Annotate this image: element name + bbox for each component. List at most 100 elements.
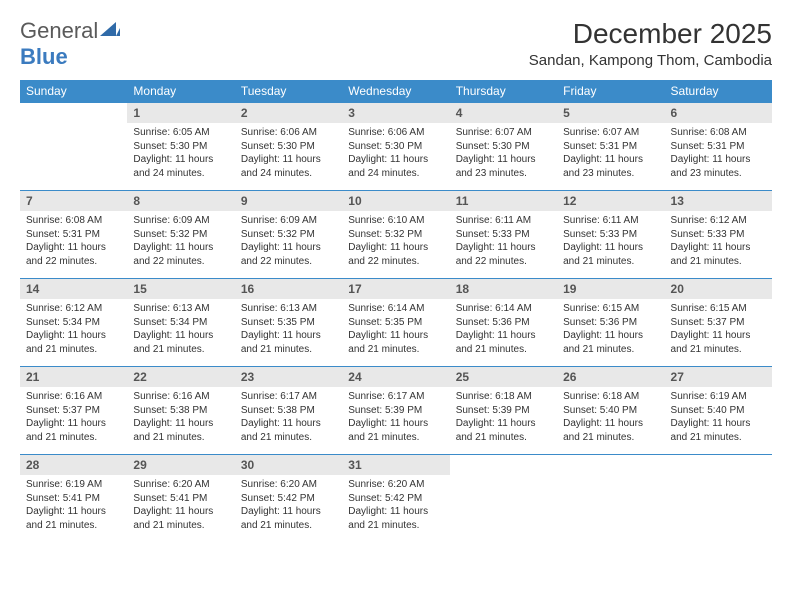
daylight-text: Daylight: 11 hours and 23 minutes. [563,153,658,180]
daylight-text: Daylight: 11 hours and 22 minutes. [456,241,551,268]
calendar-week-row: 14Sunrise: 6:12 AMSunset: 5:34 PMDayligh… [20,278,772,366]
sunset-text: Sunset: 5:42 PM [241,492,336,506]
day-body: Sunrise: 6:13 AMSunset: 5:34 PMDaylight:… [127,299,234,362]
day-number: 7 [20,190,127,211]
calendar-day-cell [20,102,127,190]
day-body: Sunrise: 6:12 AMSunset: 5:33 PMDaylight:… [665,211,772,274]
day-body: Sunrise: 6:20 AMSunset: 5:41 PMDaylight:… [127,475,234,538]
calendar-day-cell: 1Sunrise: 6:05 AMSunset: 5:30 PMDaylight… [127,102,234,190]
sunrise-text: Sunrise: 6:17 AM [348,390,443,404]
header: General Blue December 2025 Sandan, Kampo… [20,18,772,70]
day-number: 31 [342,454,449,475]
day-body: Sunrise: 6:08 AMSunset: 5:31 PMDaylight:… [20,211,127,274]
sunrise-text: Sunrise: 6:11 AM [456,214,551,228]
sunset-text: Sunset: 5:32 PM [241,228,336,242]
sunrise-text: Sunrise: 6:11 AM [563,214,658,228]
daylight-text: Daylight: 11 hours and 23 minutes. [456,153,551,180]
daylight-text: Daylight: 11 hours and 21 minutes. [26,417,121,444]
calendar-day-cell: 27Sunrise: 6:19 AMSunset: 5:40 PMDayligh… [665,366,772,454]
calendar-day-cell: 2Sunrise: 6:06 AMSunset: 5:30 PMDaylight… [235,102,342,190]
day-body: Sunrise: 6:20 AMSunset: 5:42 PMDaylight:… [235,475,342,538]
sunset-text: Sunset: 5:38 PM [241,404,336,418]
day-number: 28 [20,454,127,475]
day-number [665,454,772,475]
calendar-day-cell: 14Sunrise: 6:12 AMSunset: 5:34 PMDayligh… [20,278,127,366]
calendar-day-cell: 5Sunrise: 6:07 AMSunset: 5:31 PMDaylight… [557,102,664,190]
sunrise-text: Sunrise: 6:20 AM [348,478,443,492]
day-number: 11 [450,190,557,211]
sunset-text: Sunset: 5:32 PM [348,228,443,242]
day-number: 27 [665,366,772,387]
sunset-text: Sunset: 5:42 PM [348,492,443,506]
sunrise-text: Sunrise: 6:06 AM [348,126,443,140]
calendar-week-row: 1Sunrise: 6:05 AMSunset: 5:30 PMDaylight… [20,102,772,190]
calendar-day-cell [665,454,772,542]
sunset-text: Sunset: 5:31 PM [563,140,658,154]
day-number: 21 [20,366,127,387]
calendar-day-cell: 13Sunrise: 6:12 AMSunset: 5:33 PMDayligh… [665,190,772,278]
day-number: 14 [20,278,127,299]
day-body: Sunrise: 6:11 AMSunset: 5:33 PMDaylight:… [557,211,664,274]
sunrise-text: Sunrise: 6:14 AM [348,302,443,316]
sunset-text: Sunset: 5:38 PM [133,404,228,418]
sunset-text: Sunset: 5:33 PM [671,228,766,242]
calendar-day-cell: 15Sunrise: 6:13 AMSunset: 5:34 PMDayligh… [127,278,234,366]
daylight-text: Daylight: 11 hours and 21 minutes. [241,417,336,444]
calendar-body: 1Sunrise: 6:05 AMSunset: 5:30 PMDaylight… [20,102,772,542]
day-body: Sunrise: 6:20 AMSunset: 5:42 PMDaylight:… [342,475,449,538]
calendar-day-cell: 21Sunrise: 6:16 AMSunset: 5:37 PMDayligh… [20,366,127,454]
daylight-text: Daylight: 11 hours and 23 minutes. [671,153,766,180]
page-title: December 2025 [529,18,772,50]
sunrise-text: Sunrise: 6:15 AM [671,302,766,316]
daylight-text: Daylight: 11 hours and 21 minutes. [456,417,551,444]
sunrise-text: Sunrise: 6:09 AM [241,214,336,228]
daylight-text: Daylight: 11 hours and 22 minutes. [26,241,121,268]
sunset-text: Sunset: 5:41 PM [26,492,121,506]
day-number [450,454,557,475]
calendar-table: Sunday Monday Tuesday Wednesday Thursday… [20,80,772,542]
day-body: Sunrise: 6:19 AMSunset: 5:41 PMDaylight:… [20,475,127,538]
daylight-text: Daylight: 11 hours and 22 minutes. [133,241,228,268]
sunrise-text: Sunrise: 6:10 AM [348,214,443,228]
calendar-week-row: 21Sunrise: 6:16 AMSunset: 5:37 PMDayligh… [20,366,772,454]
sunrise-text: Sunrise: 6:08 AM [671,126,766,140]
logo-text: General Blue [20,18,120,70]
sunrise-text: Sunrise: 6:17 AM [241,390,336,404]
day-body: Sunrise: 6:06 AMSunset: 5:30 PMDaylight:… [235,123,342,186]
daylight-text: Daylight: 11 hours and 21 minutes. [241,329,336,356]
sunset-text: Sunset: 5:31 PM [26,228,121,242]
sunrise-text: Sunrise: 6:12 AM [26,302,121,316]
day-body: Sunrise: 6:17 AMSunset: 5:38 PMDaylight:… [235,387,342,450]
daylight-text: Daylight: 11 hours and 21 minutes. [671,241,766,268]
day-body: Sunrise: 6:14 AMSunset: 5:35 PMDaylight:… [342,299,449,362]
weekday-header: Tuesday [235,80,342,102]
daylight-text: Daylight: 11 hours and 21 minutes. [133,417,228,444]
daylight-text: Daylight: 11 hours and 24 minutes. [133,153,228,180]
day-number: 23 [235,366,342,387]
sunrise-text: Sunrise: 6:15 AM [563,302,658,316]
sunrise-text: Sunrise: 6:18 AM [563,390,658,404]
day-number: 12 [557,190,664,211]
day-number: 16 [235,278,342,299]
calendar-day-cell: 16Sunrise: 6:13 AMSunset: 5:35 PMDayligh… [235,278,342,366]
day-number: 20 [665,278,772,299]
calendar-day-cell: 19Sunrise: 6:15 AMSunset: 5:36 PMDayligh… [557,278,664,366]
sunset-text: Sunset: 5:40 PM [563,404,658,418]
sunrise-text: Sunrise: 6:07 AM [456,126,551,140]
calendar-day-cell [557,454,664,542]
day-body: Sunrise: 6:14 AMSunset: 5:36 PMDaylight:… [450,299,557,362]
daylight-text: Daylight: 11 hours and 21 minutes. [456,329,551,356]
logo-text-gray: General [20,18,98,43]
sunset-text: Sunset: 5:37 PM [671,316,766,330]
sunrise-text: Sunrise: 6:09 AM [133,214,228,228]
day-number: 17 [342,278,449,299]
calendar-day-cell: 18Sunrise: 6:14 AMSunset: 5:36 PMDayligh… [450,278,557,366]
day-number [557,454,664,475]
sunset-text: Sunset: 5:30 PM [241,140,336,154]
day-number [20,102,127,123]
day-number: 29 [127,454,234,475]
daylight-text: Daylight: 11 hours and 24 minutes. [241,153,336,180]
calendar-day-cell: 30Sunrise: 6:20 AMSunset: 5:42 PMDayligh… [235,454,342,542]
calendar-day-cell: 22Sunrise: 6:16 AMSunset: 5:38 PMDayligh… [127,366,234,454]
day-number: 6 [665,102,772,123]
